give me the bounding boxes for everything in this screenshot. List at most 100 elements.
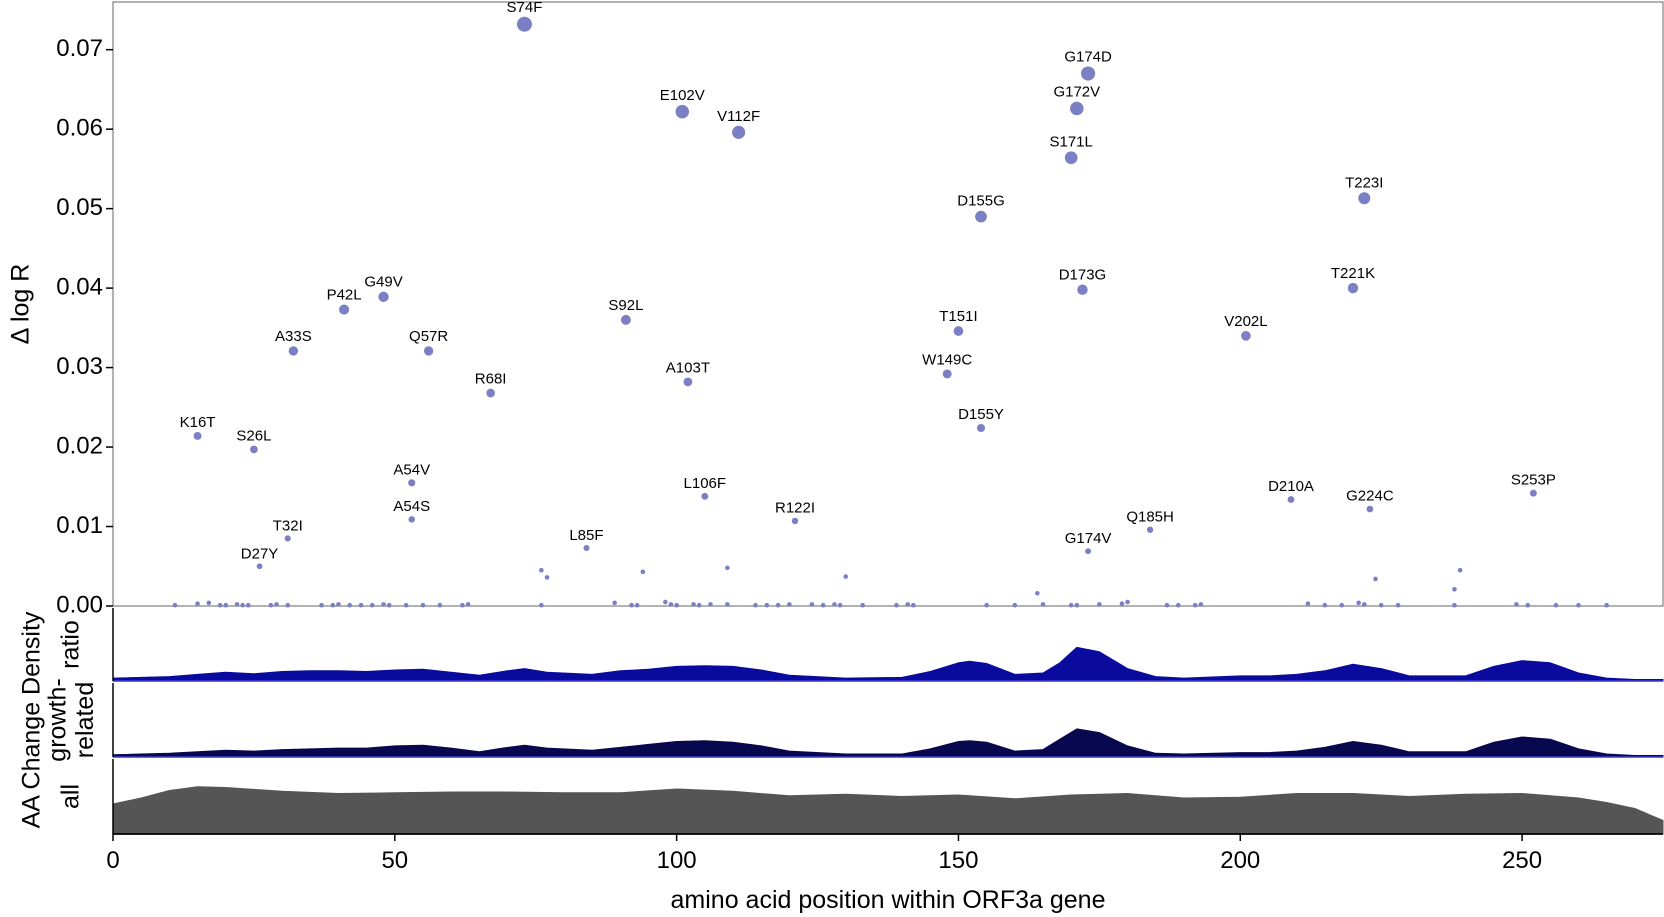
data-point bbox=[1305, 601, 1311, 606]
data-point bbox=[1347, 282, 1359, 294]
data-point bbox=[1175, 602, 1181, 608]
data-point bbox=[1146, 526, 1154, 533]
point-label: L106F bbox=[684, 475, 727, 492]
point-label: T221K bbox=[1331, 265, 1375, 282]
data-point bbox=[1287, 496, 1295, 503]
data-point bbox=[408, 479, 416, 487]
data-point bbox=[663, 599, 668, 605]
data-point bbox=[905, 602, 911, 607]
data-point bbox=[1576, 602, 1581, 608]
data-point bbox=[634, 602, 640, 608]
data-point bbox=[1097, 602, 1102, 607]
data-point bbox=[240, 602, 245, 608]
data-point bbox=[1452, 602, 1457, 608]
data-point bbox=[347, 602, 353, 608]
data-point bbox=[701, 492, 709, 500]
x-tick-label: 150 bbox=[938, 847, 978, 874]
data-point bbox=[245, 602, 251, 608]
data-point bbox=[1358, 192, 1371, 205]
data-point bbox=[612, 600, 617, 606]
data-point bbox=[1012, 602, 1018, 608]
point-label: G174D bbox=[1064, 48, 1112, 65]
point-label: R68I bbox=[475, 371, 507, 388]
point-label: R122I bbox=[775, 500, 815, 517]
data-point bbox=[976, 423, 986, 433]
data-point bbox=[1077, 284, 1088, 295]
data-point bbox=[1085, 548, 1092, 555]
data-point bbox=[691, 602, 696, 607]
data-point bbox=[984, 602, 989, 608]
y-tick-label: 0.05 bbox=[56, 194, 103, 221]
data-point bbox=[1452, 587, 1457, 592]
data-point bbox=[268, 602, 274, 608]
point-label: Q57R bbox=[409, 328, 448, 345]
data-point bbox=[339, 304, 350, 315]
data-point bbox=[285, 602, 291, 608]
point-label: D173G bbox=[1059, 266, 1107, 283]
x-axis-ticks: 0 50 100 150 200 250 bbox=[106, 833, 1663, 874]
point-label: D155G bbox=[957, 193, 1005, 210]
density-group-title: AA Change Density bbox=[18, 611, 46, 828]
y-tick-label: 0.07 bbox=[56, 35, 103, 62]
density-area bbox=[112, 646, 1664, 682]
data-point bbox=[1378, 602, 1384, 608]
point-label: D210A bbox=[1268, 478, 1314, 495]
data-point bbox=[486, 388, 495, 398]
x-tick-label: 250 bbox=[1502, 847, 1542, 874]
data-point bbox=[775, 602, 781, 608]
data-point bbox=[1070, 101, 1084, 116]
data-point bbox=[820, 602, 826, 608]
data-point bbox=[386, 602, 392, 608]
data-point bbox=[288, 346, 299, 356]
data-point bbox=[708, 602, 713, 607]
data-point bbox=[1074, 602, 1080, 608]
data-point bbox=[1064, 151, 1078, 165]
y-tick-label: 0.01 bbox=[56, 512, 103, 539]
density-panel-all: all bbox=[57, 759, 1664, 835]
data-point bbox=[1035, 590, 1040, 596]
data-point bbox=[1356, 600, 1361, 606]
data-point bbox=[1164, 602, 1170, 608]
data-point bbox=[172, 602, 178, 608]
point-label: S171L bbox=[1049, 133, 1092, 150]
density-panel-growth-related: growth-related bbox=[43, 678, 1664, 762]
point-label: A103T bbox=[666, 359, 710, 376]
data-point bbox=[696, 602, 702, 608]
point-label: S92L bbox=[608, 297, 643, 314]
point-label: S74F bbox=[507, 0, 543, 16]
point-label: D155Y bbox=[958, 406, 1004, 423]
data-point bbox=[787, 602, 792, 607]
y-tick-label: 0.02 bbox=[56, 432, 103, 459]
unlabeled-points bbox=[172, 565, 1609, 608]
density-area bbox=[112, 728, 1664, 758]
data-point bbox=[378, 291, 389, 303]
point-label: T223I bbox=[1345, 174, 1383, 191]
data-point bbox=[234, 602, 240, 607]
y-tick-label: 0.04 bbox=[56, 273, 103, 300]
y-axis-ticks: 0.00 0.01 0.02 0.03 0.04 0.05 0.06 0.07 bbox=[56, 35, 113, 618]
data-point bbox=[668, 602, 674, 607]
data-point bbox=[629, 602, 634, 608]
y-axis-title: Δ log R bbox=[7, 264, 35, 345]
data-point bbox=[791, 517, 799, 525]
x-tick-label: 0 bbox=[106, 847, 119, 874]
data-point bbox=[195, 601, 200, 606]
data-point bbox=[1604, 602, 1609, 608]
data-point bbox=[381, 602, 386, 607]
data-point bbox=[732, 125, 746, 139]
point-label: A54S bbox=[393, 498, 430, 515]
x-tick-label: 100 bbox=[657, 847, 697, 874]
data-point bbox=[460, 602, 465, 608]
data-point bbox=[1068, 602, 1074, 608]
point-label: K16T bbox=[180, 414, 216, 431]
point-label: E102V bbox=[660, 87, 705, 104]
point-label: G174V bbox=[1065, 530, 1112, 547]
density-panel-label: growth-related bbox=[43, 678, 99, 761]
data-point bbox=[1366, 505, 1374, 513]
y-tick-label: 0.06 bbox=[56, 115, 103, 142]
data-point bbox=[330, 602, 336, 608]
density-panels: ratio growth-related all bbox=[43, 608, 1664, 835]
point-label: A33S bbox=[275, 328, 312, 345]
data-point bbox=[250, 445, 258, 454]
